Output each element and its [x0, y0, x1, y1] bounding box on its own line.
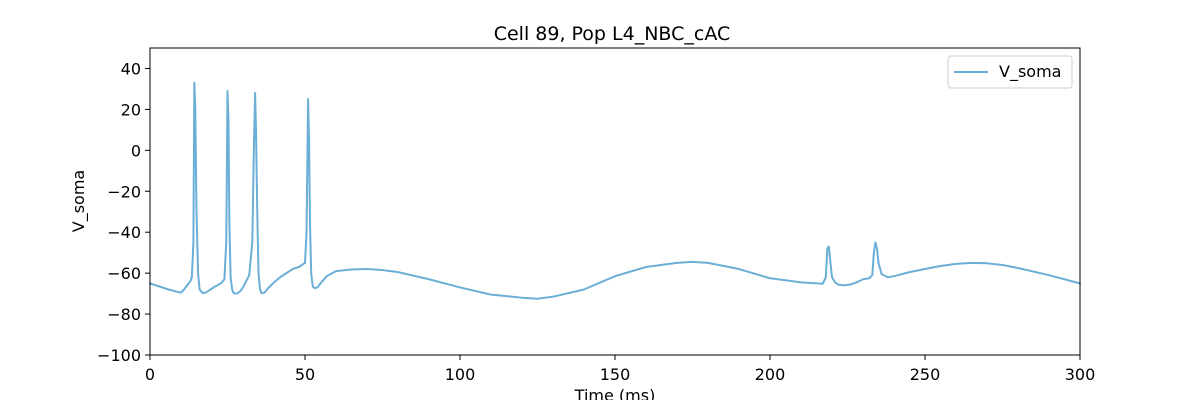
- x-axis-label: Time (ms): [574, 386, 656, 400]
- y-tick-label: 0: [131, 141, 141, 160]
- y-axis-label: V_soma: [69, 170, 89, 232]
- chart-title: Cell 89, Pop L4_NBC_cAC: [494, 23, 731, 45]
- y-tick-label: 20: [121, 100, 141, 119]
- y-tick-label: −20: [107, 182, 141, 201]
- legend-box: [947, 55, 1073, 89]
- legend-label-v-soma: V_soma: [999, 62, 1061, 82]
- x-tick-label: 200: [755, 365, 786, 384]
- y-tick-label: 40: [121, 59, 141, 78]
- x-tick-label: 100: [445, 365, 476, 384]
- x-tick-label: 0: [145, 365, 155, 384]
- x-tick-label: 150: [600, 365, 631, 384]
- y-tick-label: −80: [107, 305, 141, 324]
- x-tick-label: 50: [295, 365, 315, 384]
- x-axis: 0 50 100 150 200 250 300: [145, 355, 1095, 384]
- series-line-v-soma: [149, 81, 1081, 300]
- x-tick-label: 250: [910, 365, 941, 384]
- plot-area: [149, 81, 1081, 300]
- y-tick-label: −60: [107, 264, 141, 283]
- y-tick-label: −40: [107, 223, 141, 242]
- legend: V_soma: [947, 55, 1073, 89]
- y-tick-label: −100: [97, 346, 141, 365]
- x-tick-label: 300: [1065, 365, 1096, 384]
- y-axis: −100 −80 −60 −40 −20 0 20 40: [97, 59, 150, 365]
- axes-frame: [149, 47, 1081, 356]
